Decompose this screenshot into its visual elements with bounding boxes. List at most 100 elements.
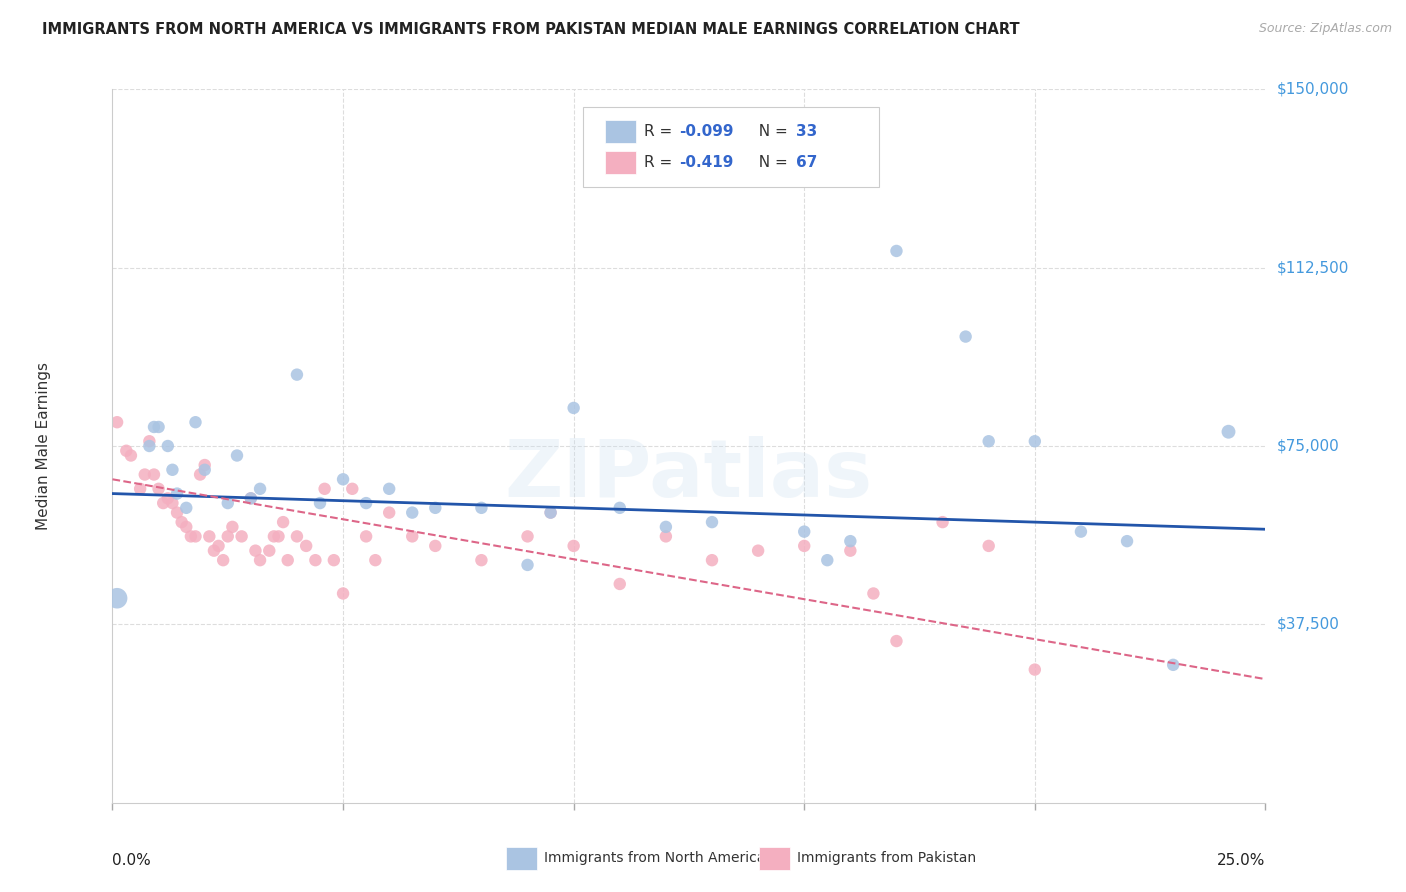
Point xyxy=(249,482,271,496)
Point xyxy=(226,449,249,463)
Point xyxy=(174,520,197,534)
Text: Immigrants from Pakistan: Immigrants from Pakistan xyxy=(797,851,976,865)
Point xyxy=(1024,663,1046,677)
Point xyxy=(129,482,152,496)
Point xyxy=(217,496,239,510)
Point xyxy=(239,491,262,506)
Text: 25.0%: 25.0% xyxy=(1218,853,1265,868)
Point xyxy=(174,500,197,515)
Text: R =: R = xyxy=(644,155,678,169)
Point xyxy=(143,467,166,482)
Point xyxy=(540,506,562,520)
Text: 67: 67 xyxy=(796,155,817,169)
Point xyxy=(332,472,354,486)
Point xyxy=(249,553,271,567)
Point xyxy=(470,500,492,515)
Point xyxy=(105,591,128,606)
Point xyxy=(309,496,332,510)
Point xyxy=(322,553,344,567)
Point xyxy=(184,529,207,543)
Point xyxy=(188,467,211,482)
Point xyxy=(170,515,193,529)
Point xyxy=(425,500,447,515)
Point xyxy=(977,539,1000,553)
Text: Immigrants from North America: Immigrants from North America xyxy=(544,851,765,865)
Point xyxy=(562,401,585,415)
Point xyxy=(931,515,953,529)
Point xyxy=(271,515,294,529)
Point xyxy=(342,482,364,496)
Point xyxy=(955,329,977,343)
Text: 0.0%: 0.0% xyxy=(112,853,152,868)
Point xyxy=(655,520,678,534)
Text: Source: ZipAtlas.com: Source: ZipAtlas.com xyxy=(1258,22,1392,36)
Text: Median Male Earnings: Median Male Earnings xyxy=(35,362,51,530)
Point xyxy=(143,420,166,434)
Point xyxy=(886,244,908,258)
Text: -0.099: -0.099 xyxy=(679,124,734,138)
Point xyxy=(207,539,229,553)
Point xyxy=(162,496,184,510)
Point xyxy=(245,543,267,558)
Point xyxy=(378,482,401,496)
Point xyxy=(115,443,138,458)
Point xyxy=(134,467,156,482)
Point xyxy=(354,496,377,510)
Text: $112,500: $112,500 xyxy=(1277,260,1348,275)
Point xyxy=(156,439,179,453)
Point xyxy=(120,449,142,463)
Point xyxy=(562,539,585,553)
Point xyxy=(239,491,262,506)
Point xyxy=(148,420,170,434)
Point xyxy=(263,529,285,543)
Text: ZIPatlas: ZIPatlas xyxy=(505,435,873,514)
Text: N =: N = xyxy=(749,155,793,169)
Point xyxy=(314,482,336,496)
Point xyxy=(202,543,225,558)
Point xyxy=(138,434,160,449)
Text: $75,000: $75,000 xyxy=(1277,439,1340,453)
Point xyxy=(655,529,678,543)
Point xyxy=(378,506,401,520)
Point xyxy=(1116,534,1139,549)
Point xyxy=(194,463,217,477)
Point xyxy=(152,496,174,510)
Point xyxy=(105,415,128,429)
Point xyxy=(609,500,631,515)
Point xyxy=(184,415,207,429)
Point xyxy=(221,520,243,534)
Point xyxy=(700,553,723,567)
Point xyxy=(401,506,423,520)
Point xyxy=(793,524,815,539)
Point xyxy=(162,463,184,477)
Point xyxy=(138,439,160,453)
Point xyxy=(516,558,538,572)
Text: -0.419: -0.419 xyxy=(679,155,734,169)
Point xyxy=(217,529,239,543)
Text: IMMIGRANTS FROM NORTH AMERICA VS IMMIGRANTS FROM PAKISTAN MEDIAN MALE EARNINGS C: IMMIGRANTS FROM NORTH AMERICA VS IMMIGRA… xyxy=(42,22,1019,37)
Point xyxy=(354,529,377,543)
Point xyxy=(977,434,1000,449)
Point xyxy=(1161,657,1184,672)
Point xyxy=(425,539,447,553)
Point xyxy=(700,515,723,529)
Point xyxy=(212,553,235,567)
Point xyxy=(166,506,188,520)
Point xyxy=(793,539,815,553)
Point xyxy=(364,553,387,567)
Point xyxy=(231,529,253,543)
Point xyxy=(886,634,908,648)
Point xyxy=(285,529,308,543)
Point xyxy=(285,368,308,382)
Point xyxy=(332,586,354,600)
Text: N =: N = xyxy=(749,124,793,138)
Text: $150,000: $150,000 xyxy=(1277,82,1348,96)
Point xyxy=(470,553,492,567)
Point xyxy=(156,491,179,506)
Point xyxy=(180,529,202,543)
Point xyxy=(401,529,423,543)
Point xyxy=(198,529,221,543)
Point xyxy=(304,553,326,567)
Point xyxy=(267,529,290,543)
Point xyxy=(839,543,862,558)
